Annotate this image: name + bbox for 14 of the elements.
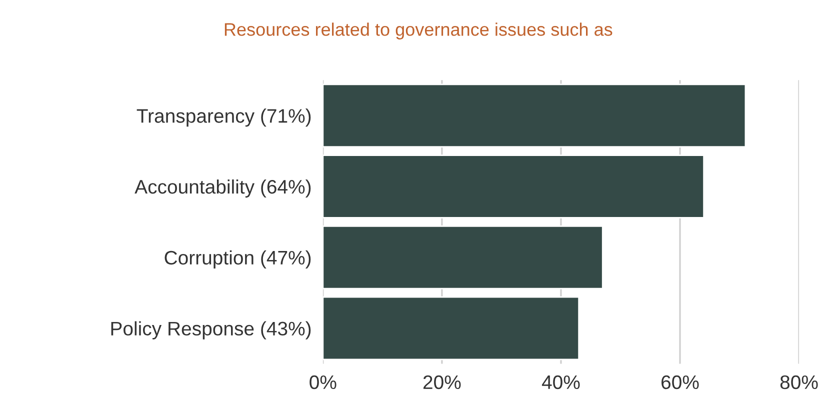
x-tick-label: 80%	[780, 375, 818, 390]
chart-title: Resources related to governance issues such as	[224, 22, 612, 40]
y-tick-label: Corruption (47%)	[164, 250, 311, 268]
y-tick-label: Policy Response (43%)	[111, 321, 311, 340]
bar	[322, 84, 746, 148]
x-tick-label: 60%	[662, 375, 699, 390]
y-tick-label: Transparency (71%)	[136, 108, 311, 127]
bar	[322, 154, 704, 218]
bar	[322, 226, 604, 290]
x-tick-label: 40%	[542, 375, 580, 390]
bar	[322, 296, 580, 360]
x-tick-label: 20%	[423, 375, 461, 390]
y-tick-label: Accountability (64%)	[134, 179, 311, 198]
x-tick-label: 0%	[310, 375, 336, 390]
